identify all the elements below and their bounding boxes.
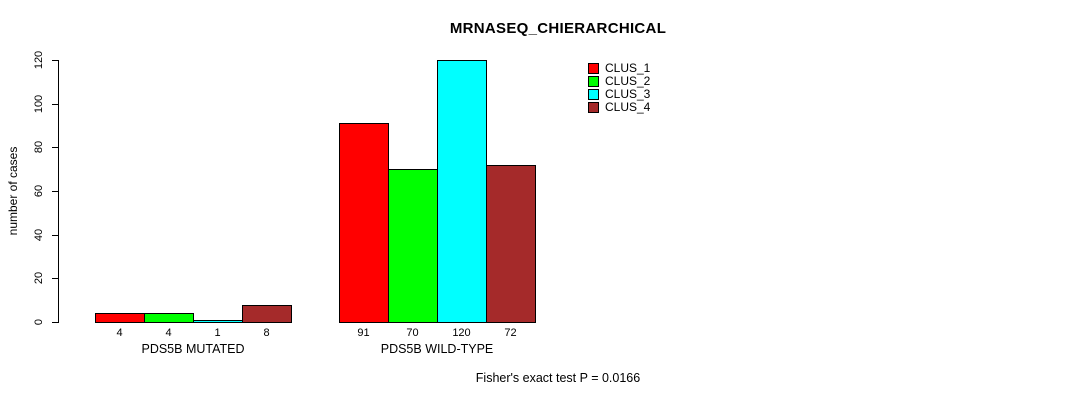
legend-row: CLUS_1 <box>588 62 650 75</box>
bar <box>339 123 389 323</box>
legend-label: CLUS_4 <box>605 100 651 114</box>
group-label: PDS5B MUTATED <box>141 342 245 356</box>
bar <box>388 169 438 323</box>
legend: CLUS_1 CLUS_2 CLUS_3 CLUS_4 <box>588 62 650 114</box>
bar-value-label: 91 <box>357 327 370 339</box>
legend-label: CLUS_2 <box>605 74 651 88</box>
bar <box>242 304 292 323</box>
legend-swatch <box>588 102 599 113</box>
y-axis-line <box>58 60 59 323</box>
legend-label: CLUS_3 <box>605 87 651 101</box>
y-tick <box>52 103 58 105</box>
y-tick-label: 120 <box>33 50 45 70</box>
y-tick <box>52 322 58 323</box>
bar <box>437 60 487 323</box>
y-tick <box>52 278 58 280</box>
bar-value-label: 70 <box>406 327 419 339</box>
legend-swatch <box>588 89 599 100</box>
bar-value-label: 4 <box>165 327 172 339</box>
y-tick <box>52 191 58 192</box>
legend-row: CLUS_4 <box>588 101 650 114</box>
y-tick <box>52 60 58 61</box>
bar-value-label: 72 <box>504 327 517 339</box>
legend-row: CLUS_3 <box>588 88 650 101</box>
bar-value-label: 120 <box>452 327 471 339</box>
legend-row: CLUS_2 <box>588 75 650 88</box>
y-tick-label: 0 <box>33 318 45 326</box>
bar <box>486 164 536 323</box>
bar-value-label: 1 <box>214 327 221 339</box>
bar <box>144 313 194 323</box>
stats-footnote: Fisher's exact test P = 0.0166 <box>475 371 641 385</box>
bar-value-label: 8 <box>263 327 270 339</box>
y-tick-label: 100 <box>33 94 45 113</box>
y-tick-label: 80 <box>33 141 45 154</box>
group-label: PDS5B WILD-TYPE <box>380 342 494 356</box>
bar <box>193 319 243 323</box>
legend-label: CLUS_1 <box>605 61 651 75</box>
y-tick-label: 40 <box>33 228 45 241</box>
y-tick-label: 60 <box>33 184 45 198</box>
bar-value-label: 4 <box>116 327 123 339</box>
y-tick <box>52 234 58 236</box>
y-tick-label: 20 <box>33 272 45 285</box>
bar <box>95 313 145 323</box>
y-tick <box>52 147 58 149</box>
legend-swatch <box>588 63 599 74</box>
legend-swatch <box>588 76 599 87</box>
chart-title: MRNASEQ_CHIERARCHICAL <box>449 20 667 37</box>
